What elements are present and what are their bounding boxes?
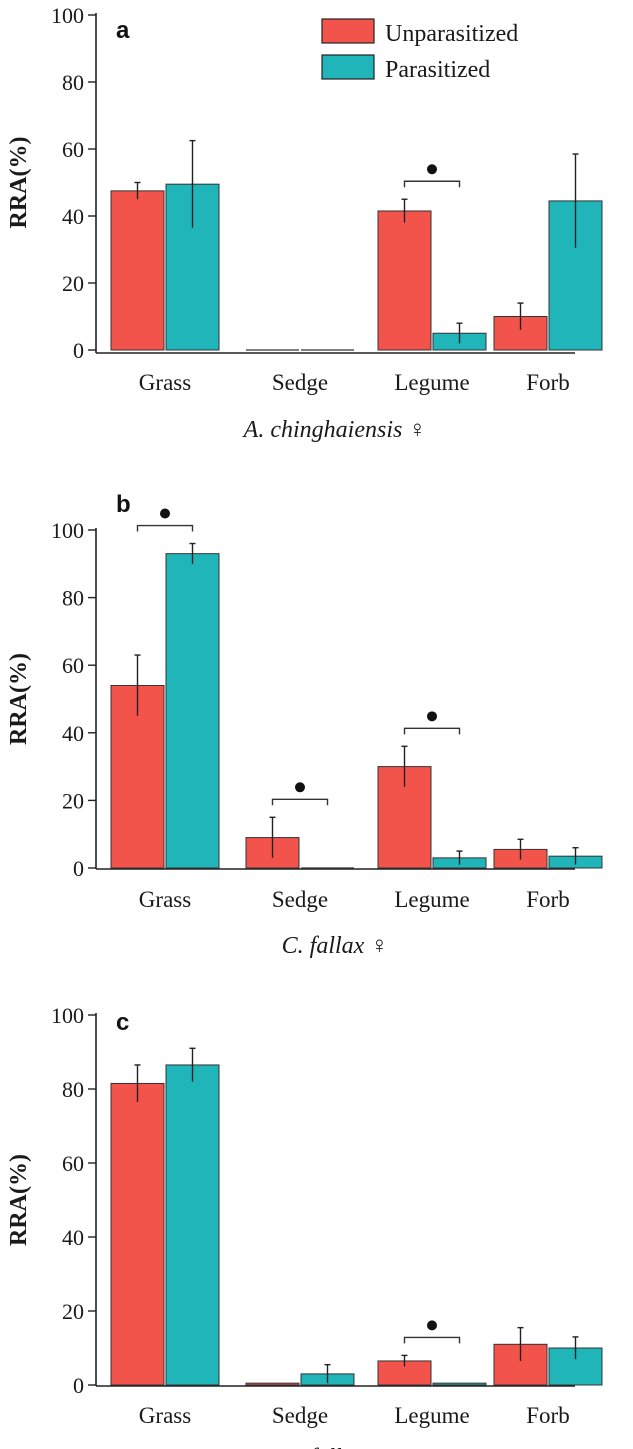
x-tick-label: Sedge	[272, 1403, 328, 1428]
legend-swatch-parasitized	[321, 54, 375, 80]
legend: Unparasitized Parasitized	[321, 18, 518, 83]
x-tick-label: Forb	[526, 1403, 569, 1428]
y-axis-title: RRA(%)	[6, 1154, 32, 1246]
x-tick-label: Grass	[139, 1403, 191, 1428]
y-tick-label: 60	[62, 653, 84, 678]
y-tick-label: 20	[62, 788, 84, 813]
chart-panel-c: 0 20 40 60 80 100 RRA(%) c Grass Sedge Legume Forb C…	[6, 1003, 603, 1449]
y-tick-label: 20	[62, 271, 84, 296]
significance-bracket	[271, 798, 329, 806]
y-tick-label: 100	[51, 3, 84, 28]
x-tick-label: Legume	[394, 1403, 469, 1428]
legend-label-parasitized: Parasitized	[385, 57, 490, 83]
y-tick-label: 0	[73, 856, 84, 881]
panel-letter: b	[116, 491, 131, 518]
y-tick-label: 40	[62, 721, 84, 746]
y-tick-label: 100	[51, 518, 84, 543]
y-tick-label: 80	[62, 1077, 84, 1102]
panel-letter: a	[116, 17, 130, 44]
legend-label-unparasitized: Unparasitized	[385, 21, 518, 47]
x-tick-label: Grass	[139, 370, 191, 395]
bar-parasitized	[432, 1382, 487, 1386]
bar-parasitized	[165, 1064, 220, 1386]
panel-letter: c	[116, 1009, 129, 1036]
x-tick-label: Sedge	[272, 887, 328, 912]
y-tick-label: 40	[62, 204, 84, 229]
x-axis-title: A. chinghaiensis ♀	[242, 417, 427, 443]
significance-bracket	[403, 727, 461, 735]
y-tick-label: 20	[62, 1299, 84, 1324]
y-axis-title: RRA(%)	[6, 653, 32, 745]
y-tick-label: 100	[51, 1003, 84, 1028]
x-tick-label: Sedge	[272, 370, 328, 395]
x-axis-title: C. fallax ♂	[282, 1445, 389, 1449]
significance-bracket	[136, 524, 194, 532]
bar-parasitized	[165, 553, 220, 869]
bar-unparasitized	[245, 1382, 300, 1386]
x-tick-label: Grass	[139, 887, 191, 912]
x-tick-label: Legume	[394, 370, 469, 395]
significance-bracket	[403, 180, 461, 188]
y-tick-label: 60	[62, 137, 84, 162]
x-axis-title: C. fallax ♀	[282, 933, 389, 959]
bar-unparasitized	[110, 190, 165, 351]
y-tick-label: 80	[62, 70, 84, 95]
significance-marker	[427, 164, 437, 175]
chart-panel-b: 0 20 40 60 80 100 RRA(%) b Grass Sedge Legume Forb C…	[6, 491, 603, 959]
significance-bracket	[403, 1336, 461, 1344]
bar-unparasitized	[377, 210, 432, 351]
legend-swatch-unparasitized	[321, 18, 375, 44]
chart-panel-a: 0 20 40 60 80 100 RRA(%) a Grass Sedge Legume Forb A…	[6, 3, 603, 443]
y-axis-title: RRA(%)	[6, 137, 32, 229]
y-tick-label: 0	[73, 1373, 84, 1398]
y-tick-label: 80	[62, 586, 84, 611]
x-tick-label: Forb	[526, 887, 569, 912]
y-tick-label: 40	[62, 1225, 84, 1250]
chart-panels: 0 20 40 60 80 100 RRA(%) a Grass Sedge Legume Forb A…	[6, 3, 603, 1449]
bar-unparasitized	[110, 1082, 165, 1386]
significance-marker	[427, 1320, 437, 1331]
x-tick-label: Legume	[394, 887, 469, 912]
y-tick-label: 0	[73, 338, 84, 363]
significance-marker	[160, 508, 170, 519]
significance-marker	[427, 711, 437, 722]
significance-marker	[295, 782, 305, 793]
x-tick-label: Forb	[526, 370, 569, 395]
y-tick-label: 60	[62, 1151, 84, 1176]
